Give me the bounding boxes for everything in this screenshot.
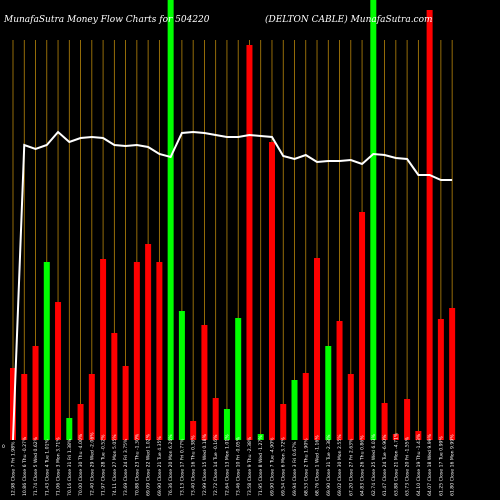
x-tick-label-23: 71.95 Close 8 Wed -1.27%: [258, 435, 264, 496]
x-tick-label-25: 69.54 Close 6 Mon 3.72%: [281, 437, 287, 496]
bar-4: [43, 262, 50, 440]
bar-12: [133, 262, 140, 440]
x-tick-label-16: 73.13 Close 17 Fri 0.77%: [179, 438, 185, 496]
x-tick-label-28: 68.76 Close 1 Wed -1.16%: [315, 435, 321, 496]
bar-33: [370, 0, 377, 440]
bar-24: [268, 142, 275, 440]
x-tick-label-1: 12.98 Close 7 Fri 1.98%: [11, 441, 17, 496]
bar-series: [10, 0, 456, 440]
x-tick-label-20: 72.64 Close 13 Mon 1.01%: [224, 434, 230, 496]
bar-1: [10, 368, 16, 440]
x-tick-label-38: 64.07 Close 18 Wed 9.99%: [427, 433, 433, 496]
bar-20: [223, 409, 230, 440]
x-tick-label-40: 61.80 Close 16 Mon 9.99%: [450, 434, 456, 496]
x-tick-label-34: 61.47 Close 24 Tue -6.90%: [382, 434, 388, 496]
x-tick-label-21: 73.46 Close 10 Fri -0.05%: [236, 436, 242, 496]
bar-13: [145, 244, 152, 440]
money-flow-line: [12, 130, 453, 441]
bar-36: [404, 399, 411, 440]
bar-10: [111, 333, 118, 440]
x-tick-label-11: 73.69 Close 24 Fri 3.75%: [123, 438, 129, 496]
x-tick-label-32: 64.83 Close 26 Thu 0.86%: [360, 435, 366, 496]
chart-title-left: MunafaSutra Money Flow Charts for 504220: [3, 15, 210, 25]
x-tick-label-10: 74.11 Close 27 Mon 5.05%: [112, 434, 118, 496]
bar-22: [246, 45, 253, 440]
bar-23: [257, 434, 264, 440]
x-tick-label-14: 69.90 Close 21 Tue 4.35%: [157, 436, 163, 496]
x-tick-label-29: 69.90 Close 31 Tue -2.38%: [326, 434, 332, 496]
x-tick-label-12: 70.88 Close 23 Thu -1.30%: [134, 433, 140, 496]
x-tick-label-8: 72.40 Close 29 Wed -2.06%: [89, 432, 95, 496]
x-tick-label-30: 69.02 Close 30 Mon 2.55%: [337, 434, 343, 496]
bar-34: [381, 403, 388, 440]
x-tick-label-18: 72.99 Close 15 Wed 0.18%: [202, 433, 208, 496]
x-tick-label-15: 76.36 Close 20 Mon 6.26%: [168, 434, 174, 496]
bar-6: [66, 418, 73, 440]
x-tick-label-22: 73.58 Close 9 Thu -2.38%: [247, 436, 253, 496]
bar-38: [426, 10, 433, 440]
bar-29: [325, 346, 332, 440]
bar-21: [235, 318, 242, 440]
bar-19: [212, 398, 219, 440]
chart-title-right: (DELTON CABLE) MunafaSutra.com: [265, 14, 433, 25]
x-tick-label-36: 63.73 Close 20 Fri -1.55%: [405, 436, 411, 496]
x-tick-label-6: 70.16 Close 31 Fri 1.38%: [67, 438, 73, 496]
x-tick-label-35: 63.88 Close 21 Mon -4.71%: [393, 432, 399, 496]
bar-5: [55, 302, 62, 440]
bar-35: [392, 434, 399, 440]
bar-26: [291, 380, 298, 440]
bar-32: [359, 212, 366, 440]
bar-40: [449, 308, 456, 440]
x-axis-labels: 12.98 Close 7 Fri 1.98% 10.86 Close 6 Thu…: [11, 432, 456, 496]
bar-39: [437, 319, 444, 440]
x-tick-label-27: 68.53 Close 2 Thu 1.90%: [303, 438, 309, 496]
x-tick-label-2: 10.86 Close 6 Thu -0.27%: [22, 436, 28, 496]
bar-25: [280, 404, 287, 440]
x-tick-label-39: 61.25 Close 17 Tue 0.99%: [438, 436, 444, 496]
bar-31: [347, 374, 354, 440]
x-tick-label-31: 67.20 Close 27 Fri 2.63%: [348, 438, 354, 496]
bar-18: [201, 325, 208, 440]
x-tick-label-7: 70.00 Close 30 Thu -4.00%: [78, 433, 84, 496]
bar-3: [32, 346, 39, 440]
bar-11: [122, 366, 129, 440]
bar-27: [302, 373, 309, 440]
bar-14: [156, 262, 163, 440]
bar-28: [314, 258, 321, 440]
x-tick-label-13: 69.09 Close 22 Wed 1.02%: [146, 433, 152, 496]
x-tick-label-26: 69.94 Close 3 Fri 0.67%: [292, 441, 298, 496]
bar-30: [336, 321, 343, 440]
bar-16: [178, 311, 185, 440]
x-tick-label-4: 71.43 Close 4 Tue 1.01%: [44, 438, 50, 496]
bar-7: [77, 404, 84, 440]
bar-8: [88, 374, 95, 440]
bar-9: [100, 259, 107, 440]
bar-2: [21, 374, 28, 440]
bar-17: [190, 421, 197, 440]
x-tick-label-5: 71.06 Close 3 Mon 3.71%: [56, 437, 62, 496]
y-axis-zero-label: 0: [2, 444, 5, 450]
x-tick-label-24: 69.90 Close 7 Tue -4.90%: [269, 437, 275, 496]
x-tick-label-9: 71.97 Close 28 Tue -0.52%: [101, 434, 107, 496]
x-tick-label-17: 73.40 Close 16 Thu 0.38%: [191, 435, 197, 496]
bar-15: [167, 0, 174, 440]
x-tick-label-37: 64.10 Close 19 Thu -1.43%: [416, 433, 422, 496]
x-tick-label-3: 71.74 Close 5 Wed 0.62%: [33, 436, 39, 496]
bar-37: [415, 431, 422, 440]
x-tick-label-19: 72.72 Close 14 Tue -0.16%: [213, 434, 219, 496]
x-tick-label-33: 62.74 Close 25 Wed 6.03%: [371, 433, 377, 496]
